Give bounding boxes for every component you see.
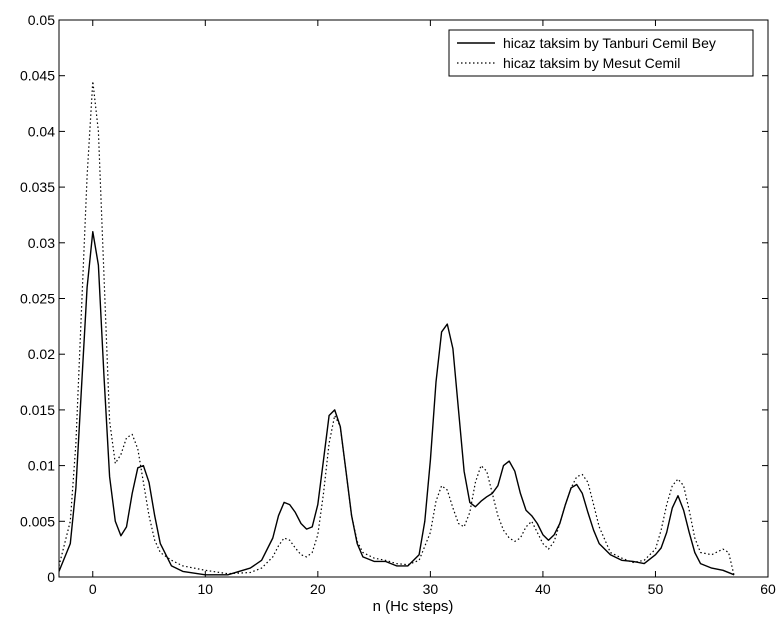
x-tick-label: 10	[198, 581, 214, 597]
y-tick-label: 0.015	[20, 402, 55, 418]
series-line-mesut-cemil	[59, 80, 735, 577]
y-tick-label: 0.045	[20, 68, 55, 84]
legend-label: hicaz taksim by Tanburi Cemil Bey	[503, 35, 716, 51]
x-tick-label: 50	[648, 581, 664, 597]
y-tick-label: 0.03	[28, 235, 55, 251]
legend-label: hicaz taksim by Mesut Cemil	[503, 55, 680, 71]
y-tick-label: 0	[47, 569, 55, 585]
x-tick-label: 20	[310, 581, 326, 597]
legend: hicaz taksim by Tanburi Cemil Bey hicaz t…	[448, 29, 754, 77]
y-tick-label: 0.02	[28, 346, 55, 362]
axes: 0 10 20 30 40 50 60 0 0.005 0.01 0.015 0.02 0.025 0.0…	[20, 12, 776, 597]
y-tick-label: 0.01	[28, 458, 55, 474]
y-tick-label: 0.025	[20, 291, 55, 307]
legend-box	[448, 29, 754, 77]
series-layer	[59, 80, 735, 577]
y-tick-label: 0.05	[28, 12, 55, 28]
y-tick-label: 0.035	[20, 179, 55, 195]
x-tick-label: 60	[760, 581, 776, 597]
x-axis-label: n (Hc steps)	[373, 598, 454, 615]
x-tick-label: 30	[423, 581, 439, 597]
y-tick-label: 0.005	[20, 513, 55, 529]
series-line-tanburi-cemil-bey	[59, 230, 735, 576]
y-tick-label: 0.04	[28, 123, 55, 139]
x-tick-label: 40	[535, 581, 551, 597]
x-tick-label: 0	[89, 581, 97, 597]
